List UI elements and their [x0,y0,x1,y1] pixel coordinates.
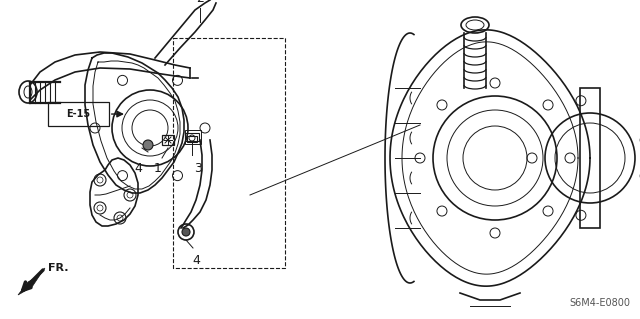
Circle shape [143,140,153,150]
Bar [162,135,174,145]
Text: FR.: FR. [48,263,68,273]
Text: E-15: E-15 [67,109,90,119]
Bar [580,88,600,228]
Bar [48,102,109,126]
Text: 3: 3 [194,162,202,175]
Bar [185,130,201,144]
Text: 4: 4 [192,254,200,267]
Bar [185,133,199,141]
Circle shape [182,228,190,236]
Text: 4: 4 [134,162,142,175]
Bar [187,136,197,142]
Polygon shape [18,268,45,295]
Text: 2: 2 [196,0,204,5]
Text: 1: 1 [154,162,162,175]
Bar [173,38,285,268]
Text: S6M4-E0800: S6M4-E0800 [569,298,630,308]
